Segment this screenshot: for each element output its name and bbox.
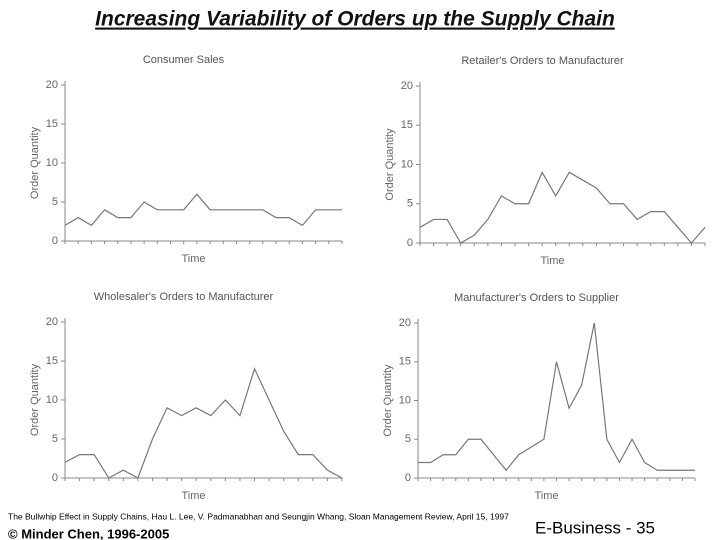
copyright: © Minder Chen, 1996-2005 bbox=[8, 526, 169, 540]
y-tick-label: 0 bbox=[405, 472, 411, 484]
x-axis-label: Time bbox=[181, 490, 205, 502]
chart-title: Wholesaler's Orders to Manufacturer bbox=[94, 291, 274, 303]
y-axis-label: Order Quantity bbox=[382, 364, 394, 437]
y-tick-label: 10 bbox=[46, 157, 58, 169]
y-tick-label: 15 bbox=[46, 355, 58, 367]
y-tick-label: 20 bbox=[46, 79, 58, 91]
y-tick-label: 20 bbox=[46, 316, 58, 328]
y-tick-label: 5 bbox=[405, 433, 411, 445]
series-line bbox=[419, 171, 706, 244]
series-line bbox=[64, 193, 342, 227]
y-tick-label: 20 bbox=[399, 317, 411, 329]
series-line bbox=[64, 367, 343, 479]
source-note: The Bullwhip Effect in Supply Chains, Ha… bbox=[8, 511, 509, 521]
x-axis-label: Time bbox=[540, 255, 564, 267]
y-tick-label: 5 bbox=[52, 433, 58, 445]
y-tick-label: 5 bbox=[407, 198, 413, 210]
series-line bbox=[418, 322, 695, 472]
y-tick-label: 15 bbox=[46, 118, 58, 130]
y-tick-label: 0 bbox=[52, 472, 58, 484]
y-tick-label: 15 bbox=[399, 356, 411, 368]
y-tick-label: 10 bbox=[399, 394, 411, 406]
y-tick-label: 20 bbox=[401, 80, 413, 92]
y-tick-label: 0 bbox=[52, 235, 58, 247]
y-axis-label: Order Quantity bbox=[29, 126, 41, 199]
y-tick-label: 10 bbox=[46, 394, 58, 406]
y-tick-label: 10 bbox=[401, 158, 413, 170]
page-number: E-Business - 35 bbox=[535, 518, 655, 537]
chart-title: Retailer's Orders to Manufacturer bbox=[461, 55, 624, 67]
y-axis-label: Order Quantity bbox=[29, 363, 41, 436]
x-axis-label: Time bbox=[534, 490, 558, 502]
y-tick-label: 0 bbox=[407, 237, 413, 249]
x-axis-label: Time bbox=[181, 253, 205, 265]
slide-title: Increasing Variability of Orders up the … bbox=[95, 8, 615, 31]
y-axis-label: Order Quantity bbox=[384, 128, 396, 201]
chart-title: Manufacturer's Orders to Supplier bbox=[454, 292, 619, 304]
y-tick-label: 15 bbox=[401, 119, 413, 131]
chart-title: Consumer Sales bbox=[143, 54, 225, 66]
y-tick-label: 5 bbox=[52, 196, 58, 208]
